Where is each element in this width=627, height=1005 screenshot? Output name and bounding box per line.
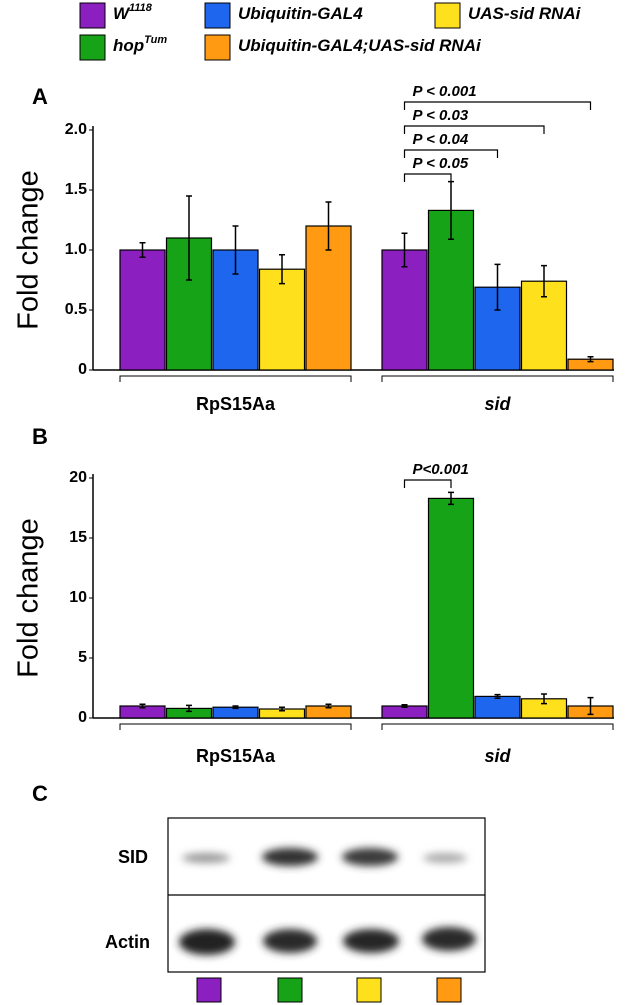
bar: [381, 249, 428, 371]
error-bar: [448, 491, 454, 506]
error-bar: [325, 703, 332, 709]
significance-label: P<0.001: [413, 461, 469, 478]
significance-bracket: [403, 479, 452, 488]
lane-swatch: [436, 977, 462, 1003]
error-bar: [401, 704, 408, 708]
error-bar: [587, 356, 594, 363]
significance-label: P < 0.03: [413, 107, 469, 124]
significance-bracket: [403, 149, 499, 158]
error-bar: [401, 232, 408, 268]
bar: [427, 497, 475, 719]
y-tick-label: 0.5: [65, 301, 87, 318]
y-axis-label: Fold change: [13, 518, 45, 678]
panel-label: A: [32, 84, 48, 109]
x-tick-label: RpS15Aa: [196, 394, 276, 414]
y-tick-label: 5: [78, 649, 87, 666]
error-bar: [494, 693, 501, 699]
y-tick-label: 0: [78, 361, 87, 378]
lane-swatch: [196, 977, 222, 1003]
x-tick-label: sid: [484, 394, 511, 414]
legend-label: hopTum: [113, 34, 167, 56]
legend-swatch: [204, 34, 231, 61]
error-bar: [139, 242, 146, 258]
error-bar: [186, 704, 192, 713]
legend-label: W1118: [113, 2, 153, 24]
lane-swatch: [356, 977, 382, 1003]
error-bar: [279, 706, 285, 712]
error-bar: [139, 703, 146, 709]
category-bracket: [119, 375, 352, 382]
error-bar: [587, 696, 594, 716]
bar: [258, 268, 306, 371]
error-bar: [232, 225, 239, 275]
legend-name: hop: [113, 36, 144, 55]
category-bracket: [119, 723, 352, 730]
y-axis-label: Fold change: [13, 170, 45, 330]
significance-bracket: [403, 101, 592, 110]
category-bracket: [381, 723, 614, 730]
legend-label: UAS-sid RNAi: [468, 4, 582, 23]
bar: [474, 695, 521, 719]
legend-sup: Tum: [144, 34, 167, 46]
blot-bands: [179, 848, 476, 955]
legend-label: Ubiquitin-GAL4: [238, 4, 363, 23]
error-bar: [541, 264, 547, 298]
y-tick-label: 0: [78, 709, 87, 726]
y-tick-label: 2.0: [65, 121, 87, 138]
y-tick-label: 1.5: [65, 181, 87, 198]
legend-swatch: [204, 2, 231, 29]
legend-name: Ubiquitin-GAL4: [238, 4, 363, 23]
y-tick-label: 15: [69, 529, 87, 546]
significance-label: P < 0.04: [413, 131, 469, 148]
legend-swatch: [79, 2, 106, 29]
x-tick-label: RpS15Aa: [196, 746, 276, 766]
error-bar: [541, 693, 547, 705]
significance-label: P < 0.05: [413, 155, 469, 172]
legend-label: Ubiquitin-GAL4;UAS-sid RNAi: [238, 36, 482, 55]
x-tick-label: sid: [484, 746, 511, 766]
panel-label: C: [32, 781, 48, 806]
y-tick-label: 1.0: [65, 241, 87, 258]
legend-name: Ubiquitin-GAL4;UAS-sid RNAi: [238, 36, 482, 55]
error-bar: [325, 201, 332, 251]
panel-label: B: [32, 424, 48, 449]
lane-swatch: [277, 977, 303, 1003]
significance-label: P < 0.001: [413, 83, 477, 100]
legend-swatch: [434, 2, 461, 29]
error-bar: [186, 195, 192, 281]
legend-name: UAS-sid RNAi: [468, 4, 582, 23]
y-tick-label: 10: [69, 589, 87, 606]
error-bar: [494, 263, 501, 311]
legend-sup: 1118: [129, 2, 153, 14]
blot-row-label: SID: [118, 847, 148, 867]
y-tick-label: 20: [69, 469, 87, 486]
bar: [119, 249, 166, 371]
legend-name: W: [113, 4, 131, 23]
legend-swatch: [79, 34, 106, 61]
significance-bracket: [403, 125, 545, 134]
significance-bracket: [403, 173, 452, 182]
blot-row-label: Actin: [105, 932, 150, 952]
error-bar: [232, 705, 239, 710]
error-bar: [279, 254, 285, 285]
category-bracket: [381, 375, 614, 382]
